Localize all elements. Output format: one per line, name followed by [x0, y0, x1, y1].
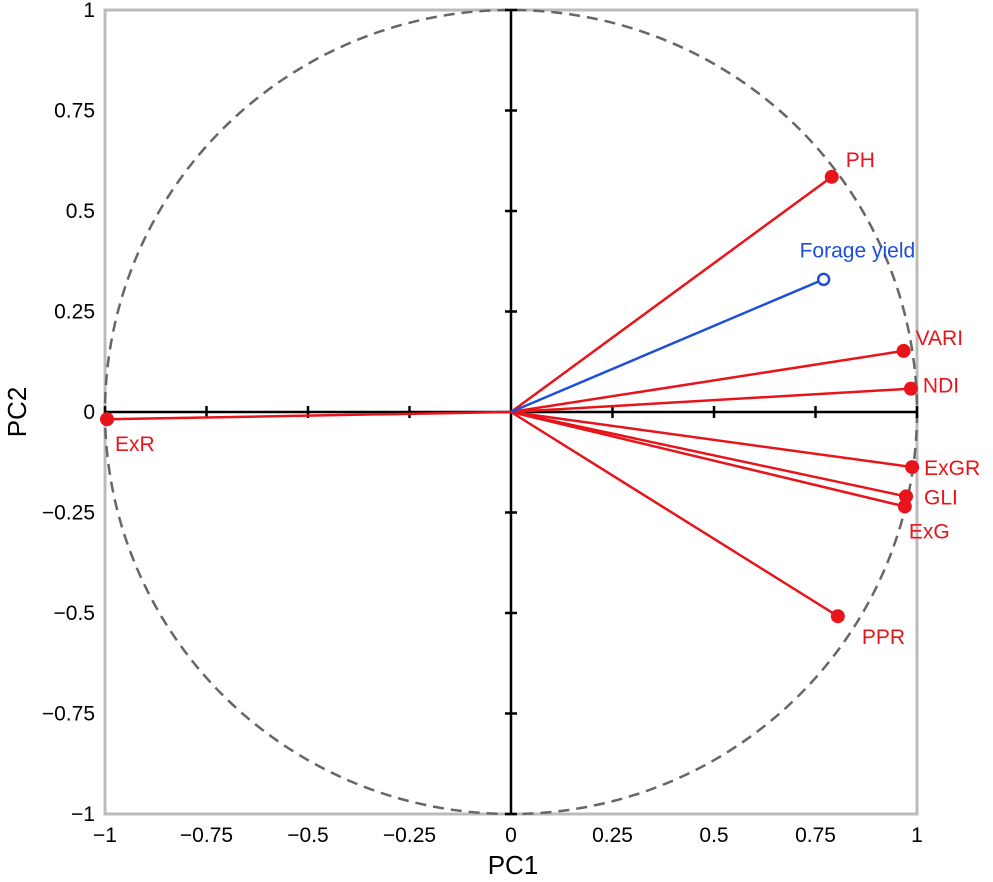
vector-vari	[510, 349, 904, 414]
y-tick-label: 0.5	[66, 200, 95, 223]
vector-exg	[510, 410, 906, 508]
label-vari: VARI	[916, 327, 963, 350]
x-tick-label: −0.5	[287, 824, 328, 847]
label-exg: ExG	[909, 520, 950, 543]
y-tick-label: −0.75	[42, 703, 95, 726]
point-ppr	[830, 609, 845, 624]
vector-ppr	[510, 410, 839, 618]
y-tick-label: 0	[83, 401, 95, 424]
x-tick-label: 0.25	[592, 824, 633, 847]
y-tick-label: −1	[71, 803, 95, 826]
y-tick-label: −0.25	[42, 502, 95, 525]
x-tick-label: 0.5	[699, 824, 728, 847]
point-forage-yield	[816, 272, 831, 287]
x-tick-label: −0.25	[383, 824, 436, 847]
x-axis-title: PC1	[488, 850, 539, 880]
point-exg	[897, 499, 912, 514]
vector-ph	[510, 175, 833, 414]
vector-exgr	[510, 410, 913, 469]
x-tick-label: −0.75	[180, 824, 233, 847]
label-forage-yield: Forage yield	[800, 239, 916, 262]
y-tick-label: −0.5	[54, 602, 95, 625]
y-tick-label: 0.25	[54, 301, 95, 324]
point-vari	[896, 343, 911, 358]
vector-forage-yield	[510, 278, 825, 414]
label-ndi: NDI	[923, 375, 959, 398]
label-exgr: ExGR	[924, 457, 980, 480]
x-tick-label: −1	[93, 824, 117, 847]
x-tick-label: 0	[505, 824, 517, 847]
y-tick-label: 1	[83, 0, 95, 22]
vector-gli	[510, 410, 907, 498]
label-ppr: PPR	[862, 626, 905, 649]
label-ph: PH	[846, 149, 875, 172]
point-ph	[824, 169, 839, 184]
label-exr: ExR	[115, 433, 155, 456]
vector-ndi	[510, 387, 911, 414]
point-exr	[100, 412, 115, 427]
y-axis-title: PC2	[2, 387, 32, 438]
x-tick-label: 0.75	[795, 824, 836, 847]
x-tick-label: 1	[911, 824, 923, 847]
point-exgr	[905, 460, 920, 475]
point-ndi	[903, 381, 918, 396]
vector-exr	[107, 410, 512, 421]
y-tick-label: 0.75	[54, 100, 95, 123]
label-gli: GLI	[924, 486, 958, 509]
